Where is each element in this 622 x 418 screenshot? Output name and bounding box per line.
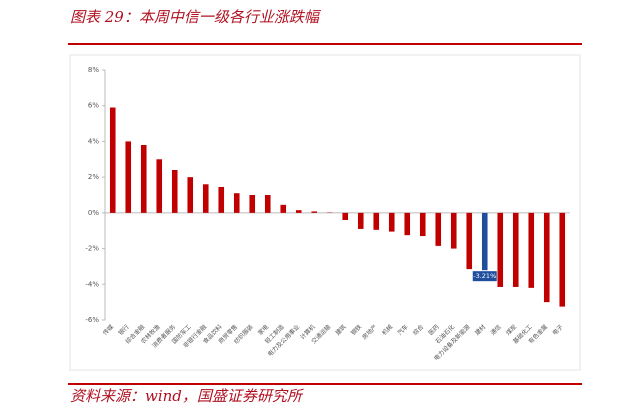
bar <box>559 212 566 307</box>
y-tick-label: 2% <box>88 173 99 181</box>
x-tick-label: 建筑 <box>334 323 348 337</box>
y-tick-label: 0% <box>88 209 99 217</box>
y-tick-label: -4% <box>85 280 99 288</box>
bar <box>264 195 271 213</box>
bar <box>295 210 302 213</box>
bar <box>497 212 504 287</box>
x-tick-label: 房地产 <box>360 323 378 341</box>
x-tick-label: 传媒 <box>101 323 115 337</box>
bar <box>466 212 473 270</box>
x-tick-label: 机械 <box>380 323 394 337</box>
bar <box>311 211 318 213</box>
bar <box>528 212 535 288</box>
bar <box>512 212 519 287</box>
y-tick-label: 6% <box>88 102 99 110</box>
y-tick-label: 4% <box>88 137 99 145</box>
bar <box>404 212 411 236</box>
bar <box>373 212 380 230</box>
bar <box>543 212 550 303</box>
x-tick-label: 汽车 <box>396 323 410 337</box>
bar <box>342 212 349 220</box>
chart-frame <box>69 54 581 371</box>
bar <box>171 170 178 213</box>
bar <box>109 107 116 213</box>
bar <box>280 204 287 213</box>
bar <box>249 195 256 213</box>
value-label-bg <box>472 271 497 282</box>
y-tick-label: 8% <box>88 66 99 74</box>
bar <box>156 159 163 213</box>
bar <box>481 212 488 271</box>
bar <box>125 141 132 213</box>
bar <box>140 145 147 213</box>
bar <box>388 212 395 232</box>
bar <box>450 212 457 249</box>
bar <box>357 212 364 229</box>
x-tick-label: 电子 <box>551 323 565 337</box>
bar <box>202 184 209 213</box>
bar <box>419 212 426 237</box>
header-title: 图表 29：本周中信一级各行业涨跌幅 <box>70 8 322 26</box>
x-tick-label: 通信 <box>489 323 503 337</box>
bar <box>233 193 240 213</box>
x-tick-label: 建材 <box>473 323 487 337</box>
bar <box>218 186 225 213</box>
y-tick-label: -2% <box>85 245 99 253</box>
bar <box>187 177 194 213</box>
y-tick-label: -6% <box>85 316 99 324</box>
value-label: -3.21% <box>473 272 496 280</box>
x-tick-label: 综合 <box>411 323 425 337</box>
footer-source: 资料来源：wind，国盛证券研究所 <box>70 387 304 405</box>
bar <box>435 212 442 246</box>
